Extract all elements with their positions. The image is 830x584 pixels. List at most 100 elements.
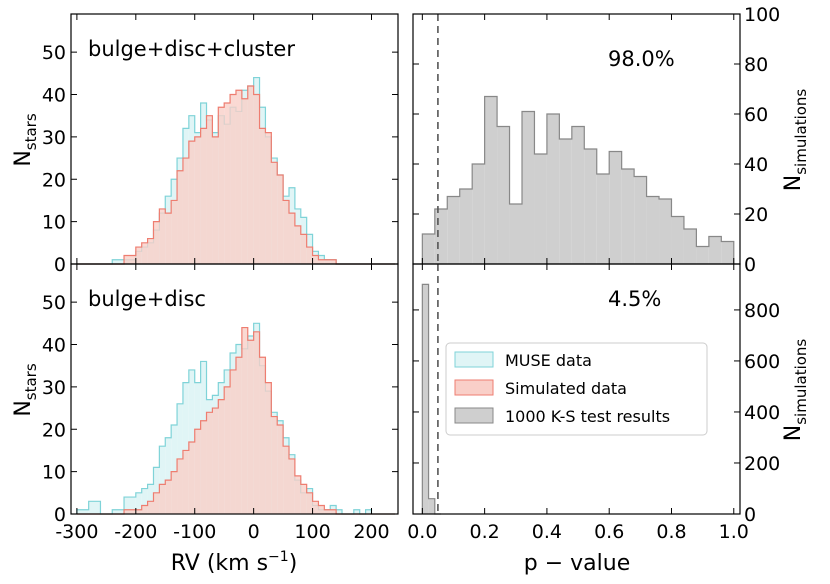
bar-simulated-data-4 <box>124 255 136 264</box>
bar-simulated-data-30 <box>283 200 289 264</box>
bar-muse-data-6 <box>141 488 148 514</box>
bar-1000-k-s-test-results-19 <box>659 199 672 264</box>
bar-simulated-data-10 <box>165 213 172 264</box>
bar-simulated-data-12 <box>177 458 183 514</box>
bar-1000-k-s-test-results-8 <box>522 111 535 264</box>
bar-simulated-data-7 <box>147 501 154 514</box>
legend-swatch-muse <box>454 351 494 368</box>
legend-swatch-ks <box>454 407 494 424</box>
bar-1000-k-s-test-results-10 <box>546 114 560 264</box>
y-tick-label: 50 <box>42 292 66 314</box>
y-tick-label: 400 <box>744 402 780 424</box>
bar-1000-k-s-test-results-24 <box>721 241 734 264</box>
x-tick-label: 0.4 <box>532 521 562 543</box>
x-tick-label: -300 <box>55 521 98 543</box>
bar-simulated-data-15 <box>194 429 201 514</box>
x-tick-label: 200 <box>353 521 389 543</box>
y-tick-label: 40 <box>744 154 768 176</box>
bar-1000-k-s-test-results-9 <box>534 154 547 264</box>
bar-simulated-data-18 <box>212 136 219 264</box>
axes-frame <box>412 263 741 515</box>
bar-simulated-data-14 <box>188 141 195 264</box>
y-axis-label-top-left: Nstars <box>11 113 40 167</box>
bar-1000-k-s-test-results-6 <box>497 126 510 264</box>
y-tick-label: 200 <box>744 453 780 475</box>
bar-simulated-data-31 <box>289 458 295 514</box>
bar-simulated-data-32 <box>294 225 301 264</box>
bar-muse-data-0 <box>76 509 89 514</box>
bar-1000-k-s-test-results-20 <box>671 216 684 264</box>
annotation-bottom-left: bulge+disc <box>88 287 206 311</box>
bar-simulated-data-36 <box>318 259 325 264</box>
y-tick-label: 600 <box>744 351 780 373</box>
outline-muse-data <box>76 322 396 515</box>
x-axis-label-left: RV (km s−1) <box>171 549 298 576</box>
legend-swatch-simulated <box>454 379 494 396</box>
bar-1000-k-s-test-results-1 <box>428 498 435 514</box>
panel-top-right: 0 20 40 60 80 100 <box>412 4 780 276</box>
x-tick-label: 0.8 <box>656 521 686 543</box>
bar-muse-data-42 <box>353 509 360 514</box>
bar-simulated-data-21 <box>230 369 236 514</box>
bar-muse-data-3 <box>112 259 125 264</box>
y-tick-label: 50 <box>42 42 66 64</box>
bar-1000-k-s-test-results-2 <box>447 196 460 264</box>
outline-simulated-data <box>76 326 396 515</box>
bar-1000-k-s-test-results-1 <box>434 209 448 264</box>
bar-simulated-data-19 <box>218 399 225 514</box>
bar-muse-data-7 <box>147 484 154 514</box>
x-tick-label: 0.2 <box>470 521 500 543</box>
bar-muse-data-1 <box>88 501 101 514</box>
panels: 0 10 20 30 40 50 0 20 40 60 80 100 0 10 20 30 40 50 -300 -2… <box>42 4 780 543</box>
bar-simulated-data-33 <box>300 234 307 264</box>
bar-simulated-data-8 <box>153 221 160 264</box>
bar-simulated-data-5 <box>135 509 142 514</box>
bar-simulated-data-28 <box>271 416 278 514</box>
x-tick-label: 0 <box>248 521 260 543</box>
outline-simulated-data <box>76 85 396 265</box>
legend-label-simulated: Simulated data <box>505 379 627 398</box>
bar-simulated-data-6 <box>141 242 148 264</box>
bar-simulated-data-32 <box>294 475 301 514</box>
y-tick-label: 40 <box>42 335 66 357</box>
legend-label-muse: MUSE data <box>505 351 592 370</box>
x-tick-label: 100 <box>294 521 330 543</box>
bar-simulated-data-22 <box>235 357 242 514</box>
bar-simulated-data-34 <box>306 247 313 264</box>
x-tick-label: -100 <box>173 521 216 543</box>
bar-simulated-data-11 <box>171 471 178 514</box>
bar-1000-k-s-test-results-22 <box>696 246 709 264</box>
annotation-top-right: 98.0% <box>608 47 675 71</box>
bar-1000-k-s-test-results-12 <box>571 126 585 264</box>
bar-muse-data-13 <box>182 382 189 514</box>
bar-muse-data-11 <box>171 425 178 514</box>
y-tick-label: 0 <box>54 504 66 526</box>
bar-simulated-data-29 <box>277 175 284 264</box>
bar-simulated-data-29 <box>277 425 284 514</box>
bar-simulated-data-30 <box>283 446 289 514</box>
outline-1000-k-s-test-results <box>421 95 735 264</box>
bar-muse-data-3 <box>112 509 125 514</box>
bar-simulated-data-24 <box>247 86 254 264</box>
panel-top-left: 0 10 20 30 40 50 <box>42 13 399 276</box>
bar-muse-data-9 <box>159 446 166 514</box>
y-tick-label: 10 <box>42 212 66 234</box>
bar-muse-data-8 <box>153 467 160 514</box>
y-tick-label: 10 <box>42 462 66 484</box>
bar-muse-data-44 <box>365 509 372 514</box>
bar-simulated-data-37 <box>324 259 331 264</box>
bar-simulated-data-16 <box>200 128 207 264</box>
y-tick-label: 40 <box>42 85 66 107</box>
bar-simulated-data-11 <box>171 200 178 264</box>
bar-simulated-data-33 <box>300 484 307 514</box>
bar-1000-k-s-test-results-11 <box>559 139 572 264</box>
x-tick-label: -200 <box>114 521 157 543</box>
bar-simulated-data-7 <box>147 238 154 264</box>
bar-1000-k-s-test-results-21 <box>683 229 697 264</box>
bar-simulated-data-20 <box>224 386 231 514</box>
bar-simulated-data-15 <box>194 136 201 264</box>
x-tick-label: 0.6 <box>594 521 624 543</box>
bar-simulated-data-12 <box>177 170 183 264</box>
annotation-top-left: bulge+disc+cluster <box>88 37 295 61</box>
y-tick-label: 0 <box>54 254 66 276</box>
